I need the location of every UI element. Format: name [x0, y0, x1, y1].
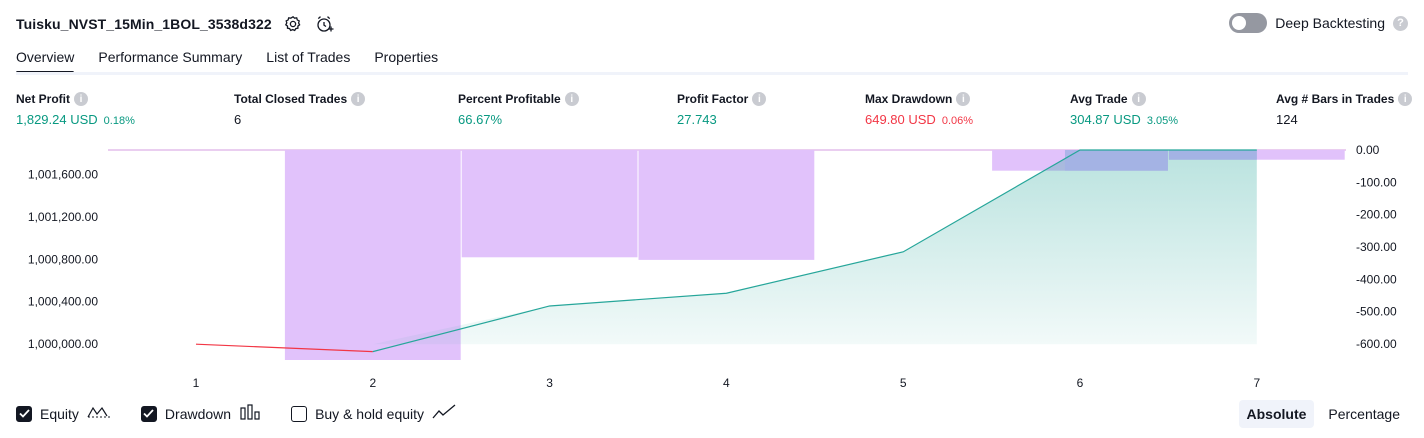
- stat-net-profit: Net Profit i 1,829.24 USD 0.18%: [16, 92, 135, 127]
- left-axis-label: 1,000,800.00: [28, 252, 98, 266]
- left-axis-label: 1,000,000.00: [28, 337, 98, 351]
- tab-list-of-trades[interactable]: List of Trades: [266, 49, 351, 65]
- legend-drawdown[interactable]: Drawdown: [140, 404, 261, 423]
- info-icon[interactable]: i: [74, 92, 88, 106]
- right-axis-label: -100.00: [1356, 175, 1397, 189]
- drawdown-bar-overlap: [1064, 150, 1168, 171]
- stat-label: Avg # Bars in Trades: [1276, 92, 1395, 106]
- stat-value: 124: [1276, 112, 1298, 127]
- stat-sub-value: 0.06%: [941, 115, 974, 127]
- deep-backtesting-toggle[interactable]: [1229, 13, 1268, 33]
- equity-drawdown-chart[interactable]: 1 2 3 4 5 6 7 1,001,600.00 1,001,200.00 1,000,800…: [0, 140, 1424, 396]
- stat-avg-bars-in-trades: Avg # Bars in Trades i 124: [1276, 92, 1413, 127]
- stats-row: Net Profit i 1,829.24 USD 0.18% Total Clos…: [0, 92, 1424, 136]
- drawdown-bars-icon: [239, 404, 261, 423]
- tab-overview[interactable]: Overview: [16, 44, 75, 74]
- buy-hold-checkbox[interactable]: [291, 405, 308, 422]
- info-icon[interactable]: i: [752, 92, 767, 106]
- right-axis-label: -300.00: [1356, 240, 1397, 254]
- stat-label: Percent Profitable: [458, 92, 561, 106]
- buy-hold-line-icon: [432, 404, 456, 423]
- stat-value: 27.743: [677, 112, 717, 127]
- x-tick-label: 3: [546, 376, 553, 390]
- stat-total-closed-trades: Total Closed Trades i 6: [234, 92, 366, 127]
- info-icon[interactable]: i: [1131, 92, 1146, 106]
- stat-label: Profit Factor: [677, 92, 749, 106]
- strategy-header: Tuisku_NVST_15Min_1BOL_3538d322: [16, 12, 336, 36]
- equity-checkbox[interactable]: [16, 405, 32, 422]
- x-tick-label: 4: [723, 376, 730, 390]
- tab-bar: Overview Performance Summary List of Tra…: [16, 44, 438, 74]
- view-mode-switch: Absolute Percentage: [1238, 400, 1409, 428]
- drawdown-bar: [284, 150, 461, 360]
- info-icon[interactable]: i: [564, 92, 579, 106]
- stat-value: 649.80 USD: [865, 112, 936, 127]
- right-axis-label: -400.00: [1356, 272, 1397, 286]
- x-tick-label: 1: [193, 376, 200, 390]
- strategy-title: Tuisku_NVST_15Min_1BOL_3538d322: [16, 16, 272, 32]
- help-icon[interactable]: ?: [1393, 15, 1408, 31]
- right-axis-label: -200.00: [1356, 208, 1397, 222]
- stat-avg-trade: Avg Trade i 304.87 USD 3.05%: [1070, 92, 1178, 127]
- stat-label: Max Drawdown: [865, 92, 953, 106]
- stat-value: 66.67%: [458, 112, 503, 127]
- info-icon[interactable]: i: [956, 92, 971, 106]
- toggle-knob: [1232, 16, 1247, 30]
- legend-equity[interactable]: Equity: [16, 404, 111, 423]
- x-tick-label: 6: [1077, 376, 1084, 390]
- tab-properties[interactable]: Properties: [374, 49, 439, 65]
- stat-label: Total Closed Trades: [234, 92, 348, 106]
- stat-profit-factor: Profit Factor i 27.743: [677, 92, 767, 127]
- legend-drawdown-label: Drawdown: [164, 405, 232, 422]
- stat-label: Avg Trade: [1070, 92, 1128, 106]
- drawdown-bar-overlap: [1168, 150, 1257, 160]
- x-tick-label: 2: [369, 376, 376, 390]
- right-axis-label: -500.00: [1356, 305, 1397, 319]
- chart-axes: 1 2 3 4 5 6 7 1,001,600.00 1,001,200.00 1,000,800…: [28, 143, 1397, 390]
- chart-legend: Equity Drawdown Buy & hold equity: [16, 404, 456, 423]
- legend-equity-label: Equity: [40, 405, 79, 422]
- stat-percent-profitable: Percent Profitable i 66.67%: [458, 92, 579, 127]
- stat-value: 304.87 USD: [1070, 112, 1141, 127]
- deep-backtesting: Deep Backtesting ?: [1229, 13, 1408, 33]
- left-axis-label: 1,001,200.00: [28, 210, 98, 224]
- equity-lines: [195, 149, 1257, 353]
- stat-sub-value: 3.05%: [1146, 115, 1179, 127]
- drawdown-bar: [461, 150, 638, 258]
- percentage-button[interactable]: Percentage: [1328, 406, 1400, 422]
- alarm-clock-plus-icon[interactable]: [314, 13, 336, 35]
- stat-value: 1,829.24 USD: [16, 112, 98, 127]
- stat-max-drawdown: Max Drawdown i 649.80 USD 0.06%: [865, 92, 973, 127]
- equity-line-icon: [87, 404, 111, 423]
- right-axis-label: -600.00: [1356, 337, 1397, 351]
- x-tick-label: 5: [900, 376, 907, 390]
- left-axis-label: 1,001,600.00: [28, 167, 98, 181]
- drawdown-checkbox[interactable]: [140, 405, 157, 422]
- drawdown-bars: [108, 149, 1346, 360]
- deep-backtesting-label: Deep Backtesting: [1275, 15, 1385, 31]
- stat-sub-value: 0.18%: [103, 115, 135, 127]
- right-axis-label: 0.00: [1356, 143, 1380, 157]
- equity-line: [372, 149, 1257, 353]
- x-tick-label: 7: [1253, 376, 1260, 390]
- drawdown-bar: [638, 150, 815, 260]
- absolute-button[interactable]: Absolute: [1238, 400, 1315, 428]
- equity-area-fill: [372, 150, 1257, 345]
- info-icon[interactable]: i: [351, 92, 366, 106]
- gear-icon[interactable]: [282, 13, 304, 35]
- stat-value: 6: [234, 112, 242, 127]
- drawdown-overlap: [1064, 150, 1257, 171]
- stat-label: Net Profit: [16, 92, 70, 106]
- left-axis-label: 1,000,400.00: [28, 295, 98, 309]
- tab-divider: [16, 72, 1408, 75]
- legend-buy-hold[interactable]: Buy & hold equity: [291, 404, 456, 423]
- equity-area: [372, 150, 1257, 345]
- chart-svg[interactable]: 1 2 3 4 5 6 7 1,001,600.00 1,001,200.00 1,000,800…: [0, 140, 1424, 396]
- tab-performance-summary[interactable]: Performance Summary: [98, 49, 243, 65]
- legend-buy-hold-label: Buy & hold equity: [315, 405, 425, 422]
- equity-line-negative: [195, 343, 373, 353]
- info-icon[interactable]: i: [1398, 92, 1413, 106]
